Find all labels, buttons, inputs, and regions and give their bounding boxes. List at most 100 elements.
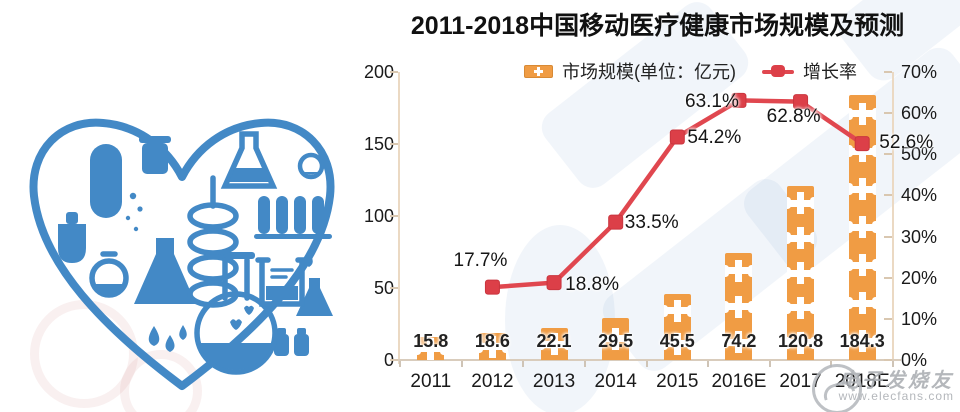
round-flask-right-icon [297, 152, 325, 180]
market-size-bar [478, 333, 506, 360]
x-axis-tick [645, 361, 648, 367]
medical-cross-pattern [725, 331, 753, 354]
market-size-bar [787, 186, 815, 360]
watermark-url: www.elecfans.com [838, 389, 954, 403]
market-size-bar [602, 317, 630, 360]
x-axis-tick [892, 361, 894, 367]
market-size-bar [725, 253, 753, 360]
tiny-heart-icon [230, 319, 242, 330]
y-axis-tick [884, 235, 892, 238]
y-axis-right-tick-label: 10% [901, 308, 938, 329]
bar-value-label: 15.8 [413, 331, 449, 351]
bottle-icon [274, 334, 289, 356]
watermark-site-name: 电子发烧友 [839, 370, 954, 392]
y-axis-tick [884, 153, 892, 156]
growth-rate-label: 52.6% [879, 131, 934, 153]
medical-heart-illustration [6, 46, 358, 412]
growth-rate-label: 62.8% [766, 105, 821, 127]
x-axis-category-label: 2011 [410, 371, 452, 392]
medical-cross-pattern [417, 337, 445, 360]
droplet-icon [165, 335, 175, 352]
y-axis-left-tick-label: 150 [363, 134, 394, 154]
chart-title: 2011-2018中国移动医疗健康市场规模及预测 [410, 12, 905, 40]
background-decor-oval [505, 225, 615, 412]
flask-filled-icon [296, 278, 333, 316]
chart-legend: 市场规模(单位：亿元) 增长率 [524, 58, 857, 84]
y-axis-left-tick-label: 0 [383, 350, 394, 370]
medical-cross-pattern [787, 192, 815, 215]
medical-cross-pattern [602, 327, 630, 350]
growth-rate-label: 63.1% [685, 91, 739, 113]
lab-icons-filled [58, 136, 333, 356]
lab-icons-outline [89, 131, 325, 375]
legend-growth-rate-label: 增长率 [803, 62, 857, 82]
x-axis-tick [460, 361, 463, 367]
bar-value-label: 120.8 [778, 331, 824, 351]
market-size-bar [417, 337, 445, 360]
y-axis-tick [884, 276, 892, 279]
medical-cross-pattern [725, 259, 753, 282]
droplet-icon [179, 325, 187, 340]
erlenmeyer-outline-icon [220, 131, 278, 189]
y-axis-right-tick-label: 20% [901, 267, 938, 288]
x-axis-category-label: 2015 [656, 371, 699, 392]
round-flask-big-icon [222, 257, 250, 301]
beaker-icon [255, 257, 311, 307]
y-axis-tick [390, 71, 398, 73]
bar-value-label: 18.6 [474, 331, 510, 351]
medical-cross-pattern [478, 335, 506, 358]
growth-rate-label: 18.8% [565, 273, 619, 295]
bar-value-label: 45.5 [659, 331, 695, 351]
heart-outline [29, 118, 335, 390]
medical-cross-pattern [787, 227, 815, 250]
growth-rate-marker [854, 136, 870, 152]
y-axis-tick [884, 359, 892, 361]
y-axis-tick [884, 71, 892, 73]
growth-rate-marker [793, 94, 809, 110]
y-axis-left-tick-label: 200 [363, 62, 394, 82]
bar-value-label: 184.3 [839, 331, 885, 351]
tiny-heart-icon [244, 305, 254, 315]
growth-rate-marker [546, 275, 562, 291]
test-tube-icon [294, 196, 306, 234]
medical-cross-pattern [663, 299, 691, 322]
test-tube-icon [276, 196, 288, 234]
growth-rate-marker [484, 279, 500, 295]
x-axis-category-label: 2013 [532, 371, 576, 392]
y-axis-tick [390, 143, 398, 145]
y-axis-tick [884, 112, 892, 115]
y-axis-tick [390, 359, 398, 361]
heart-lab-svg [29, 118, 335, 390]
test-tube-icon [312, 196, 324, 234]
y-axis-right-tick-label: 70% [901, 62, 938, 82]
ampoule-icon [58, 224, 86, 263]
growth-rate-marker [731, 92, 747, 108]
medical-cross-pattern [848, 254, 876, 277]
medical-cross-pattern [787, 331, 815, 354]
medical-cross-pattern [787, 296, 815, 319]
right-percent-axis [892, 72, 894, 364]
y-axis-tick [390, 287, 398, 289]
x-axis-tick [707, 361, 710, 367]
medical-cross-pattern [540, 333, 568, 356]
background-decor-ring [120, 350, 202, 412]
y-axis-tick [390, 215, 398, 217]
y-axis-left-tick-label: 50 [373, 278, 394, 298]
left-value-axis [398, 72, 400, 364]
y-axis-right-tick-label: 0% [901, 350, 928, 370]
medical-cross-pattern [848, 102, 876, 125]
growth-rate-line [484, 92, 870, 295]
y-axis-left-tick-label: 100 [363, 206, 394, 226]
bottle-icon [294, 334, 309, 356]
background-decor-ring [30, 300, 138, 408]
medical-cross-pattern [848, 178, 876, 201]
y-axis-right-tick-label: 30% [901, 226, 938, 247]
y-axis-tick [884, 194, 892, 197]
medical-cross-pattern [848, 330, 876, 353]
growth-rate-label: 33.5% [624, 212, 679, 234]
site-watermark: 电子发烧友 www.elecfans.com [658, 358, 958, 412]
growth-rate-label: 54.2% [687, 127, 742, 148]
x-axis-tick [768, 361, 771, 367]
x-axis-tick [583, 361, 586, 367]
